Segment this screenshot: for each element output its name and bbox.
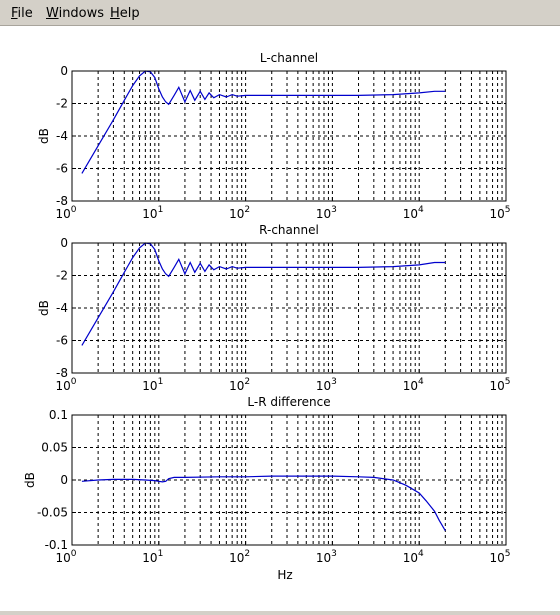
axes-2: 100 101 102 103 104 105 -8 -6 -4 -2 0 R-channel dB	[37, 223, 511, 393]
menu-windows[interactable]: Windows	[46, 6, 104, 21]
x-tick-label: 105	[489, 377, 510, 393]
y-tick-label: -8	[56, 366, 68, 380]
menu-help-accel: H	[110, 6, 120, 21]
menu-help[interactable]: Help	[110, 6, 140, 21]
y-tick-label: 0.05	[41, 441, 68, 455]
x-tick-label: 100	[55, 549, 76, 565]
menu-file-accel: F	[11, 6, 18, 21]
y-tick-label: 0	[60, 473, 68, 487]
menu-file-rest: ile	[17, 6, 33, 21]
y-tick-label: -0.05	[37, 506, 68, 520]
x-tick-label: 101	[142, 377, 163, 393]
axes-3: 100 101 102 103 104 105 -0.1 -0.05 0 0.05 0.1 L-R d…	[23, 395, 511, 582]
y-axis-label: dB	[37, 300, 51, 316]
x-tick-label: 103	[316, 549, 337, 565]
series-line	[81, 70, 446, 174]
x-tick-label: 104	[403, 205, 424, 221]
y-tick-label: 0	[60, 236, 68, 250]
x-tick-label: 104	[403, 549, 424, 565]
x-tick-label: 104	[403, 377, 424, 393]
x-tick-label: 102	[229, 549, 250, 565]
x-tick-label: 103	[316, 377, 337, 393]
series-line	[81, 242, 446, 346]
x-tick-label: 100	[55, 377, 76, 393]
menu-windows-rest: indows	[58, 6, 105, 21]
y-tick-label: -0.1	[45, 538, 68, 552]
x-axis-label: Hz	[277, 568, 292, 582]
y-tick-label: -4	[56, 301, 68, 315]
figure-canvas: 100 101 102 103 104 105 -8 -6 -4 -2 0 L-channel dB 10…	[0, 26, 560, 611]
y-tick-label: -6	[56, 162, 68, 176]
axes-title: L-R difference	[247, 395, 330, 409]
figure-svg: 100 101 102 103 104 105-8-6-4-20L-channeldB10…	[23, 51, 511, 582]
axes-title: R-channel	[259, 223, 319, 237]
x-tick-label: 100	[55, 205, 76, 221]
y-axis-label: dB	[37, 128, 51, 144]
series-line	[81, 475, 446, 532]
menu-windows-accel: W	[46, 6, 59, 21]
y-tick-label: 0	[60, 64, 68, 78]
y-tick-label: -4	[56, 129, 68, 143]
x-tick-label: 105	[489, 205, 510, 221]
x-tick-label: 103	[316, 205, 337, 221]
menu-file[interactable]: File	[11, 6, 33, 21]
y-tick-label: -2	[56, 269, 68, 283]
y-axis-label: dB	[23, 472, 37, 488]
y-tick-label: -6	[56, 334, 68, 348]
y-tick-label: 0.1	[49, 408, 68, 422]
x-tick-label: 102	[229, 205, 250, 221]
menu-help-rest: elp	[119, 6, 140, 21]
x-tick-label: 105	[489, 549, 510, 565]
menu-bar: File Windows Help	[0, 0, 560, 26]
y-tick-label: -8	[56, 194, 68, 208]
x-tick-label: 102	[229, 377, 250, 393]
axes-1: 100 101 102 103 104 105 -8 -6 -4 -2 0 L-channel dB	[37, 51, 511, 221]
axes-title: L-channel	[260, 51, 318, 65]
x-tick-label: 101	[142, 205, 163, 221]
x-tick-label: 101	[142, 549, 163, 565]
y-tick-label: -2	[56, 97, 68, 111]
